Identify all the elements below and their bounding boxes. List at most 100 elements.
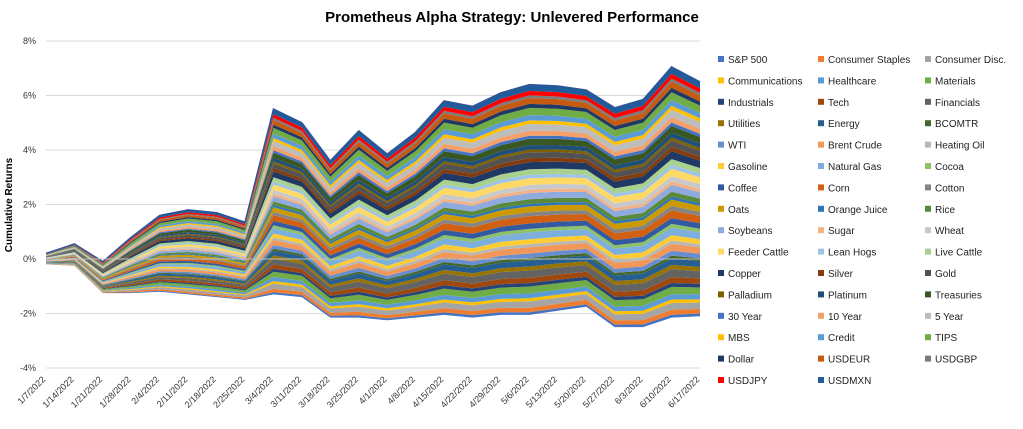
legend-swatch [818, 227, 824, 234]
legend-label: Cocoa [935, 162, 964, 173]
legend-swatch [718, 98, 724, 105]
area-wti [46, 245, 700, 286]
area-usdmxn [46, 66, 700, 263]
legend-label: Consumer Disc. [935, 55, 1006, 66]
legend-swatch [718, 270, 724, 276]
legend-label: USDGBP [935, 355, 978, 366]
area-credit [46, 100, 700, 267]
area-energy [46, 250, 700, 287]
y-tick-label: -4% [20, 363, 36, 373]
legend-swatch [818, 334, 824, 341]
legend-swatch [718, 248, 724, 255]
legend-label: Tech [828, 98, 849, 109]
legend-swatch [925, 163, 931, 169]
y-tick-label: 6% [23, 91, 36, 101]
legend-label: Treasuries [935, 290, 982, 301]
legend-label: USDJPY [728, 376, 768, 387]
legend-label: Dollar [728, 355, 755, 366]
area-usdeur [46, 81, 700, 265]
legend-label: Natural Gas [828, 162, 881, 173]
legend-swatch [818, 184, 824, 191]
legend-label: Rice [935, 205, 955, 216]
legend-label: 5 Year [935, 312, 964, 323]
legend-swatch [925, 98, 931, 105]
legend-label: TIPS [935, 333, 958, 344]
area-s-p-500 [46, 264, 700, 328]
area-layers [45, 65, 701, 328]
legend-swatch [925, 141, 931, 148]
legend-label: Industrials [728, 98, 774, 109]
area-bcomtr [46, 248, 700, 286]
legend-swatch [925, 56, 931, 62]
x-tick-label: 4/29/2022 [467, 374, 502, 409]
legend-label: MBS [728, 333, 750, 344]
legend-label: Materials [935, 76, 976, 87]
legend-label: Soybeans [728, 226, 772, 237]
legend-swatch [718, 120, 724, 127]
legend-label: Platinum [828, 290, 867, 301]
area-feeder-cattle [46, 168, 700, 276]
legend-label: Credit [828, 333, 855, 344]
area-tips [46, 92, 700, 266]
legend-swatch [818, 56, 824, 62]
legend-swatch [718, 141, 724, 148]
area-consumer-staples [46, 264, 700, 325]
legend-label: Silver [828, 269, 854, 280]
legend-label: Communications [728, 76, 802, 87]
x-tick-label: 5/27/2022 [581, 374, 616, 409]
legend-label: USDMXN [828, 376, 871, 387]
legend-label: Heating Oil [935, 141, 984, 152]
legend-swatch [718, 377, 724, 383]
y-tick-label: -2% [20, 309, 36, 319]
legend-label: Corn [828, 183, 850, 194]
legend-label: Gold [935, 269, 956, 280]
legend-swatch [818, 77, 824, 84]
legend-swatch [718, 312, 724, 319]
area-coffee [46, 218, 700, 282]
legend-swatch [925, 291, 931, 298]
legend-swatch [925, 312, 931, 319]
legend-swatch [718, 56, 724, 62]
legend-label: Energy [828, 119, 860, 130]
area-consumer-disc- [46, 263, 700, 321]
legend-label: Sugar [828, 226, 855, 237]
y-tick-label: 0% [23, 254, 36, 264]
legend-swatch [818, 312, 824, 319]
area-cotton [46, 205, 700, 280]
legend-label: Financials [935, 98, 980, 109]
legend-swatch [818, 291, 824, 298]
legend-swatch [925, 120, 931, 127]
area-materials [46, 263, 700, 307]
legend-swatch [718, 205, 724, 212]
legend-swatch [925, 227, 931, 234]
legend-label: Healthcare [828, 76, 877, 87]
area-tech [46, 262, 700, 298]
legend-swatch [818, 205, 824, 212]
area-industrials [46, 262, 700, 301]
x-tick-label: 4/1/2022 [357, 374, 389, 406]
x-tick-label: 2/25/2022 [211, 374, 246, 409]
legend-label: Brent Crude [828, 141, 882, 152]
legend-swatch [718, 334, 724, 341]
legend-swatch [818, 163, 824, 169]
y-axis-label: Cumulative Returns [4, 157, 15, 252]
legend-swatch [818, 270, 824, 276]
legend-label: USDEUR [828, 355, 870, 366]
legend-swatch [718, 291, 724, 298]
area-gold [46, 140, 700, 272]
legend-swatch [818, 248, 824, 255]
legend-swatch [925, 77, 931, 84]
area-treasuries [46, 125, 700, 271]
legend-label: Coffee [728, 183, 758, 194]
area-financials [46, 258, 700, 294]
area-usdjpy [46, 73, 700, 264]
legend-label: Oats [728, 205, 749, 216]
legend-swatch [925, 205, 931, 212]
legend-label: Palladium [728, 290, 772, 301]
legend-label: Utilities [728, 119, 760, 130]
legend-swatch [925, 248, 931, 255]
legend-label: Feeder Cattle [728, 248, 789, 259]
legend-swatch [718, 77, 724, 84]
legend-swatch [718, 184, 724, 191]
x-axis-ticks: 1/7/20221/14/20221/21/20221/28/20222/4/2… [16, 374, 702, 409]
